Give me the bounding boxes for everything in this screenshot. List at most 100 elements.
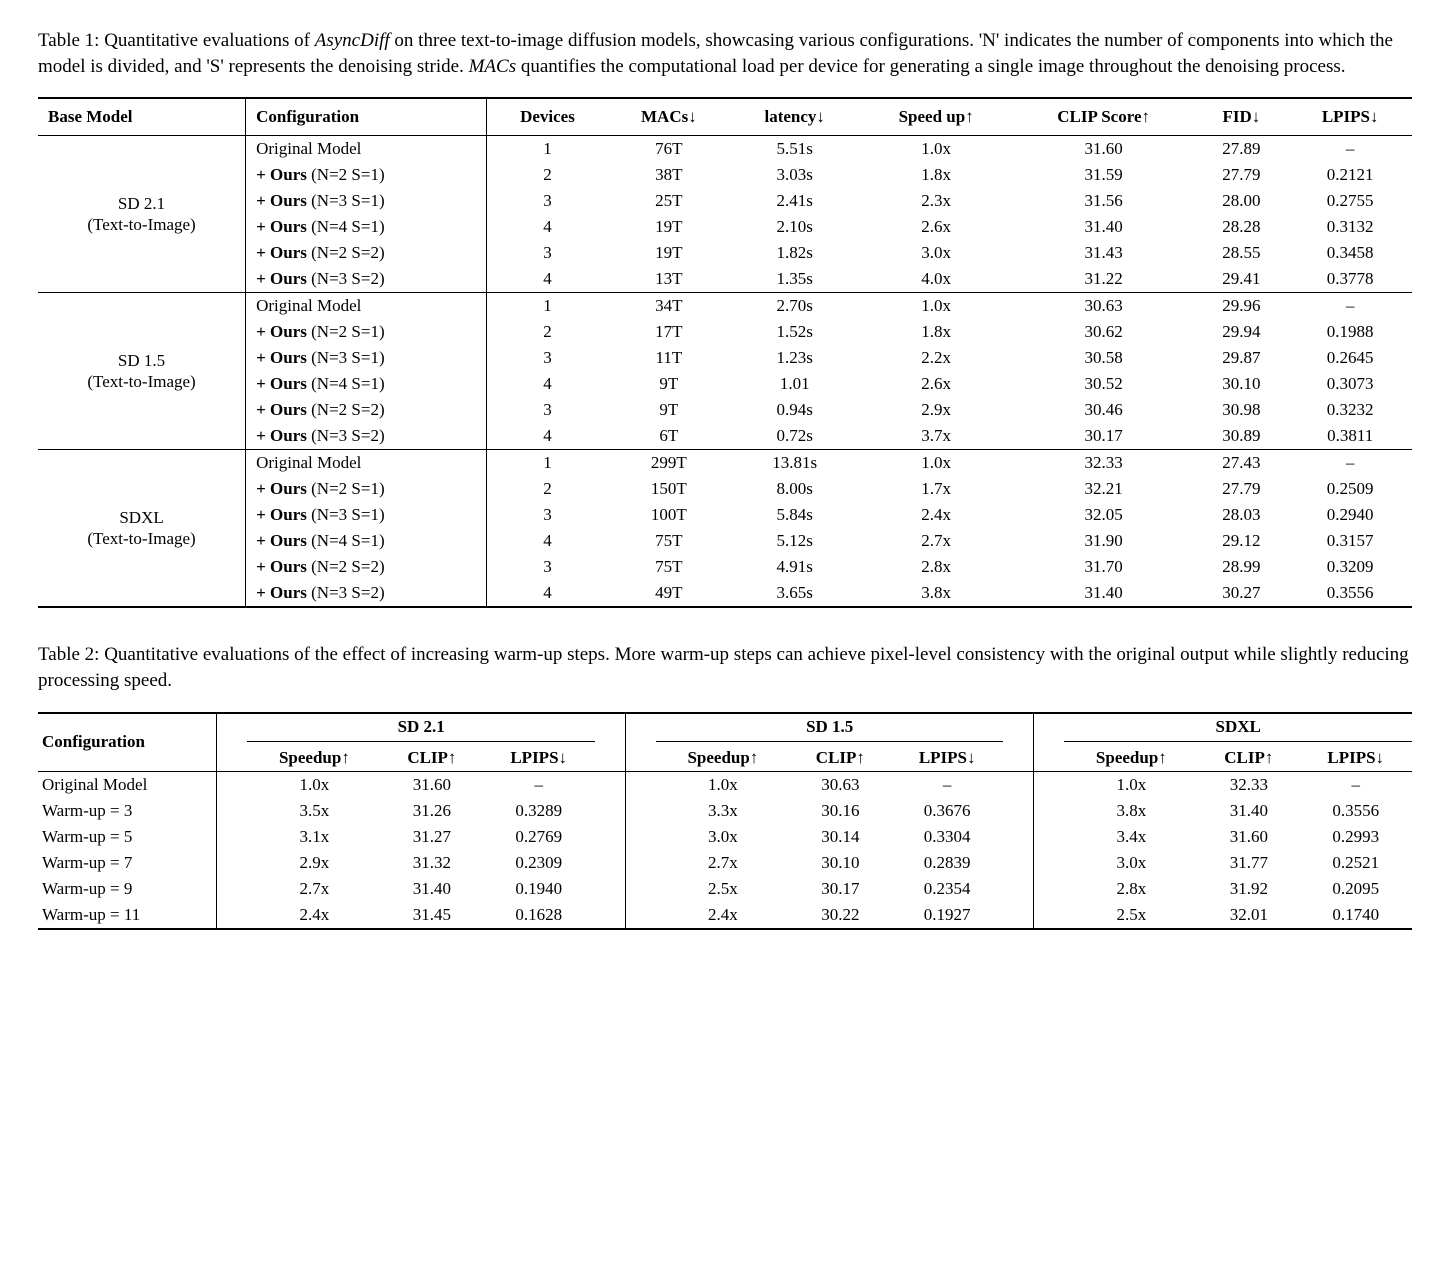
cell-clip: 30.14 [790, 824, 891, 850]
col-clip: CLIP↑ [1198, 741, 1299, 771]
cell-latency: 2.41s [730, 188, 860, 214]
cell-devices: 3 [487, 188, 608, 214]
cell-latency: 1.52s [730, 319, 860, 345]
cell-speedup: 2.7x [247, 876, 381, 902]
cell-speedup: 1.0x [1064, 771, 1198, 798]
gap [625, 902, 656, 929]
cell-fid: 27.43 [1194, 450, 1288, 477]
cell-fid: 29.87 [1194, 345, 1288, 371]
cell-macs: 25T [608, 188, 730, 214]
gap [625, 741, 656, 771]
cell-speedup: 2.7x [860, 528, 1013, 554]
cell-lpips: – [1288, 450, 1412, 477]
cell-latency: 4.91s [730, 554, 860, 580]
caption-tail: quantifies the computational load per de… [516, 56, 1345, 77]
cell-config: Warm-up = 9 [38, 876, 217, 902]
cell-speedup: 3.0x [1064, 850, 1198, 876]
cell-latency: 5.51s [730, 136, 860, 163]
cell-config: + Ours (N=4 S=1) [246, 371, 487, 397]
cell-lpips: – [1299, 771, 1412, 798]
cell-clip: 31.40 [381, 876, 482, 902]
cell-lpips: 0.2121 [1288, 162, 1412, 188]
cell-speedup: 2.9x [247, 850, 381, 876]
cell-lpips: 0.2839 [891, 850, 1004, 876]
col-lpips: LPIPS↓ [1299, 741, 1412, 771]
cell-lpips: 0.1927 [891, 902, 1004, 929]
cell-latency: 5.12s [730, 528, 860, 554]
cell-speedup: 4.0x [860, 266, 1013, 293]
model-cell: SD 1.5(Text-to-Image) [38, 293, 246, 450]
cell-latency: 0.72s [730, 423, 860, 450]
gap [625, 876, 656, 902]
macs-word: MACs [469, 56, 517, 77]
cell-clip: 30.22 [790, 902, 891, 929]
cell-speedup: 3.0x [656, 824, 790, 850]
table2: ConfigurationSD 2.1SD 1.5SDXLSpeedup↑CLI… [38, 712, 1412, 930]
col-clip: CLIP↑ [381, 741, 482, 771]
gap [1003, 902, 1034, 929]
cell-speedup: 1.0x [860, 136, 1013, 163]
cell-speedup: 1.0x [860, 450, 1013, 477]
gap [217, 902, 248, 929]
col-latency: latency↓ [730, 98, 860, 136]
cell-fid: 29.41 [1194, 266, 1288, 293]
cell-latency: 2.70s [730, 293, 860, 320]
cell-macs: 6T [608, 423, 730, 450]
model-cell: SD 2.1(Text-to-Image) [38, 136, 246, 293]
cell-clip: 31.60 [1013, 136, 1195, 163]
cell-clip: 31.40 [1198, 798, 1299, 824]
col-clip: CLIP↑ [790, 741, 891, 771]
cell-config: + Ours (N=3 S=1) [246, 502, 487, 528]
cell-fid: 27.79 [1194, 476, 1288, 502]
cell-clip: 31.90 [1013, 528, 1195, 554]
gap [1003, 771, 1034, 798]
gap [1034, 850, 1065, 876]
gap [625, 713, 656, 742]
cell-devices: 2 [487, 162, 608, 188]
cell-clip: 30.63 [790, 771, 891, 798]
gap [595, 713, 626, 742]
cell-speedup: 2.8x [860, 554, 1013, 580]
cell-fid: 30.89 [1194, 423, 1288, 450]
gap [1034, 798, 1065, 824]
cell-latency: 1.23s [730, 345, 860, 371]
cell-fid: 30.98 [1194, 397, 1288, 423]
cell-lpips: – [1288, 293, 1412, 320]
cell-config: + Ours (N=2 S=1) [246, 476, 487, 502]
cell-speedup: 1.7x [860, 476, 1013, 502]
cell-clip: 31.59 [1013, 162, 1195, 188]
gap [595, 798, 626, 824]
group-sd21: SD 2.1 [247, 713, 594, 742]
cell-speedup: 1.8x [860, 162, 1013, 188]
cell-lpips: 0.2521 [1299, 850, 1412, 876]
cell-config: Original Model [38, 771, 217, 798]
cell-macs: 9T [608, 397, 730, 423]
cell-config: + Ours (N=3 S=2) [246, 266, 487, 293]
cell-speedup: 3.5x [247, 798, 381, 824]
gap [217, 741, 248, 771]
col-speedup: Speedup↑ [1064, 741, 1198, 771]
cell-config: Original Model [246, 293, 487, 320]
cell-clip: 32.33 [1013, 450, 1195, 477]
gap [625, 771, 656, 798]
cell-macs: 17T [608, 319, 730, 345]
cell-speedup: 2.4x [247, 902, 381, 929]
cell-lpips: 0.3458 [1288, 240, 1412, 266]
cell-speedup: 3.0x [860, 240, 1013, 266]
cell-config: + Ours (N=2 S=2) [246, 240, 487, 266]
cell-lpips: 0.1740 [1299, 902, 1412, 929]
cell-speedup: 2.2x [860, 345, 1013, 371]
col-lpips: LPIPS↓ [1288, 98, 1412, 136]
cell-fid: 29.12 [1194, 528, 1288, 554]
cell-fid: 28.28 [1194, 214, 1288, 240]
cell-latency: 1.35s [730, 266, 860, 293]
gap [1034, 902, 1065, 929]
col-macs: MACs↓ [608, 98, 730, 136]
cell-lpips: 0.2509 [1288, 476, 1412, 502]
gap [595, 902, 626, 929]
cell-clip: 31.60 [381, 771, 482, 798]
cell-macs: 13T [608, 266, 730, 293]
cell-config: + Ours (N=4 S=1) [246, 214, 487, 240]
col-lpips: LPIPS↓ [482, 741, 595, 771]
cell-macs: 49T [608, 580, 730, 607]
